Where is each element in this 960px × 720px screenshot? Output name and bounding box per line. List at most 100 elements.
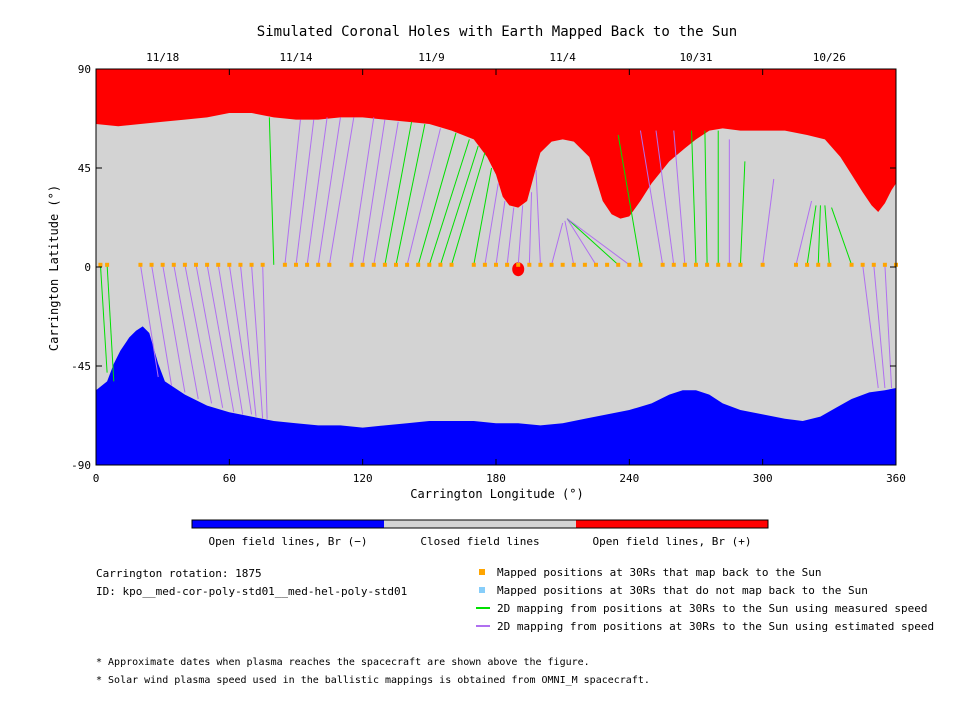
colorbar-segment — [576, 520, 768, 528]
x-tick-label: 0 — [93, 472, 100, 485]
mapped-position-point — [494, 262, 498, 267]
y-tick-label: 90 — [78, 63, 91, 76]
mapped-position-point — [571, 262, 576, 267]
measured-mapping-line — [831, 207, 853, 265]
mapped-position-point — [305, 262, 310, 267]
footnote-speed: * Solar wind plasma speed used in the ba… — [96, 675, 650, 686]
estimated-mapping-line — [306, 117, 328, 265]
estimated-mapping-line — [406, 128, 441, 265]
mapped-position-point — [171, 262, 176, 267]
mapped-position-point — [827, 262, 832, 267]
mapped-position-point — [527, 262, 532, 267]
estimated-mapping-line — [566, 218, 597, 266]
measured-mapping-line — [384, 121, 413, 265]
measured-mapping-line — [268, 117, 275, 265]
mapped-position-point — [694, 262, 698, 267]
measured-mapping-line — [417, 132, 457, 265]
estimated-mapping-line — [528, 192, 533, 265]
mapped-swatch — [479, 569, 485, 575]
mapped-position-point — [505, 262, 510, 267]
mapped-position-point — [482, 262, 487, 267]
negative-open-region — [96, 326, 896, 465]
estimated-mapping-line — [162, 264, 186, 393]
measured-mapping-line — [691, 130, 697, 265]
measured-mapping-line — [566, 218, 619, 266]
coronal-hole-chart: Simulated Coronal Holes with Earth Mappe… — [47, 24, 906, 548]
colorbar: Open field lines, Br (−) Closed field lin… — [191, 519, 769, 548]
mapped-position-point — [249, 262, 254, 267]
mapped-position-point — [860, 262, 865, 267]
mapped-position-point — [227, 262, 232, 267]
mapped-position-point — [438, 262, 443, 267]
measured-mapping-line — [106, 264, 115, 382]
colorbar-label: Open field lines, Br (−) — [209, 535, 368, 548]
mapped-position-point — [727, 262, 732, 267]
estimated-mapping-line — [373, 121, 399, 265]
mapped-position-point — [849, 262, 854, 267]
colorbar-segment — [192, 520, 384, 528]
mapped-position-point — [638, 262, 643, 267]
colorbar-label: Closed field lines — [420, 535, 539, 548]
estimated-mapping-line — [535, 170, 541, 265]
measured-mapping-line — [739, 161, 746, 265]
mapped-position-point — [105, 262, 110, 267]
x-tick-label: 180 — [486, 472, 506, 485]
estimated-mapping-line — [517, 205, 524, 265]
mapped-position-point — [516, 262, 521, 267]
mapped-position-point — [716, 262, 721, 267]
y-tick-label: -45 — [71, 360, 91, 373]
mapped-position-point — [594, 262, 598, 267]
measured-mapping-line — [473, 167, 493, 265]
measured-mapping-line — [806, 205, 817, 265]
mapped-position-point — [360, 262, 365, 267]
estimated-mapping-line — [484, 183, 499, 265]
top-date-label: 10/26 — [813, 51, 846, 64]
mapped-position-point — [682, 262, 687, 267]
y-tick-label: 45 — [78, 162, 91, 175]
mapped-position-point — [471, 262, 476, 267]
top-date-label: 11/4 — [549, 51, 576, 64]
mapped-position-point — [260, 262, 265, 267]
estimated-mapping-line — [184, 264, 213, 404]
mapped-position-point — [816, 262, 821, 267]
top-date-label: 10/31 — [679, 51, 712, 64]
unmapped-swatch — [479, 587, 485, 593]
mapped-position-point — [616, 262, 621, 267]
plot-area: 0 60 120 180 240 300 360 -90 -45 0 45 90 11/18 11/14 1… — [71, 51, 906, 485]
positive-open-region — [96, 69, 896, 219]
estimated-mapping-line — [351, 117, 375, 265]
top-date-label: 11/9 — [418, 51, 445, 64]
mapped-position-point — [238, 262, 243, 267]
mapped-position-point — [549, 262, 554, 267]
mapped-position-point — [560, 262, 565, 267]
measured-mapping-line — [451, 152, 486, 265]
estimated-mapping-line — [362, 119, 386, 265]
mapped-position-point — [671, 262, 676, 267]
estimated-mapping-line — [228, 264, 253, 415]
estimated-mapping-line — [195, 264, 224, 408]
mapped-position-point — [282, 262, 287, 267]
measured-line-swatch — [476, 607, 490, 609]
mapped-position-point — [349, 262, 354, 267]
legend-mapped: Mapped positions at 30Rs that map back t… — [497, 566, 822, 579]
top-date-label: 11/18 — [146, 51, 179, 64]
measured-mapping-line — [428, 139, 470, 265]
mapped-position-point — [316, 262, 321, 267]
model-id: ID: kpo__med-cor-poly-std01__med-hel-pol… — [96, 585, 408, 598]
estimated-mapping-line — [284, 119, 301, 265]
x-tick-label: 60 — [223, 472, 236, 485]
estimated-mapping-line — [506, 207, 515, 265]
mapped-position-point — [216, 262, 221, 267]
x-axis-label: Carrington Longitude (°) — [410, 487, 583, 501]
mapped-position-point — [449, 262, 454, 267]
estimated-mapping-line — [639, 130, 664, 265]
positive-open-blob — [512, 262, 525, 277]
estimated-mapping-line — [262, 264, 268, 419]
mapped-position-point — [138, 262, 143, 267]
mapped-position-point — [394, 262, 398, 267]
x-tick-label: 120 — [353, 472, 373, 485]
mapped-position-point — [882, 262, 887, 267]
estimated-mapping-line — [295, 119, 315, 265]
mapped-position-point — [405, 262, 410, 267]
legend-measured: 2D mapping from positions at 30Rs to the… — [497, 602, 928, 615]
